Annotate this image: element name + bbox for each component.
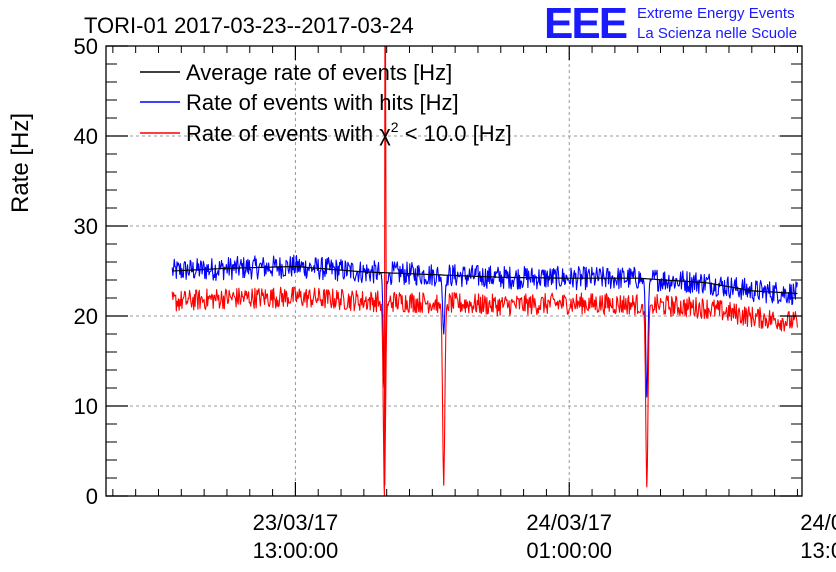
axis-ticks — [106, 45, 802, 497]
y-tick-label: 10 — [74, 394, 98, 419]
chart-title: TORI-01 2017-03-23--2017-03-24 — [84, 13, 414, 38]
y-tick-label: 20 — [74, 304, 98, 329]
x-tick-time: 13:00:00 — [253, 538, 339, 563]
legend-label-average: Average rate of events [Hz] — [186, 60, 452, 85]
eee-logo-letters: EEE — [544, 0, 627, 48]
plot-frame — [105, 45, 803, 497]
series-average-line — [172, 265, 798, 295]
x-tick-time: 01:00:00 — [526, 538, 612, 563]
legend: Average rate of events [Hz] Rate of even… — [140, 60, 512, 146]
x-tick-date: 24/03/17 — [800, 510, 836, 535]
x-tick-date: 24/03/17 — [526, 510, 612, 535]
y-tick-label: 30 — [74, 214, 98, 239]
y-axis-title: Rate [Hz] — [7, 113, 34, 213]
series-hits-line — [171, 254, 798, 398]
legend-label-hits: Rate of events with hits [Hz] — [186, 90, 459, 115]
logo-line-2: La Scienza nelle Scuole — [637, 25, 797, 42]
plot-series — [171, 45, 798, 497]
y-tick-label: 50 — [74, 34, 98, 59]
x-tick-time: 13:00:00 — [800, 538, 836, 563]
tick-labels: 0 10 20 30 40 50 23/03/17 13:00:00 24/03/17 01:00… — [74, 34, 836, 563]
logo-line-1: Extreme Energy Events — [637, 5, 795, 22]
x-tick-date: 23/03/17 — [253, 510, 339, 535]
y-tick-label: 40 — [74, 124, 98, 149]
legend-label-chi2: Rate of events with χ2 < 10.0 [Hz] — [186, 119, 512, 146]
series-chi2-line — [171, 45, 798, 497]
y-tick-label: 0 — [86, 484, 98, 509]
eee-logo: EEE Extreme Energy Events La Scienza nel… — [544, 0, 797, 48]
